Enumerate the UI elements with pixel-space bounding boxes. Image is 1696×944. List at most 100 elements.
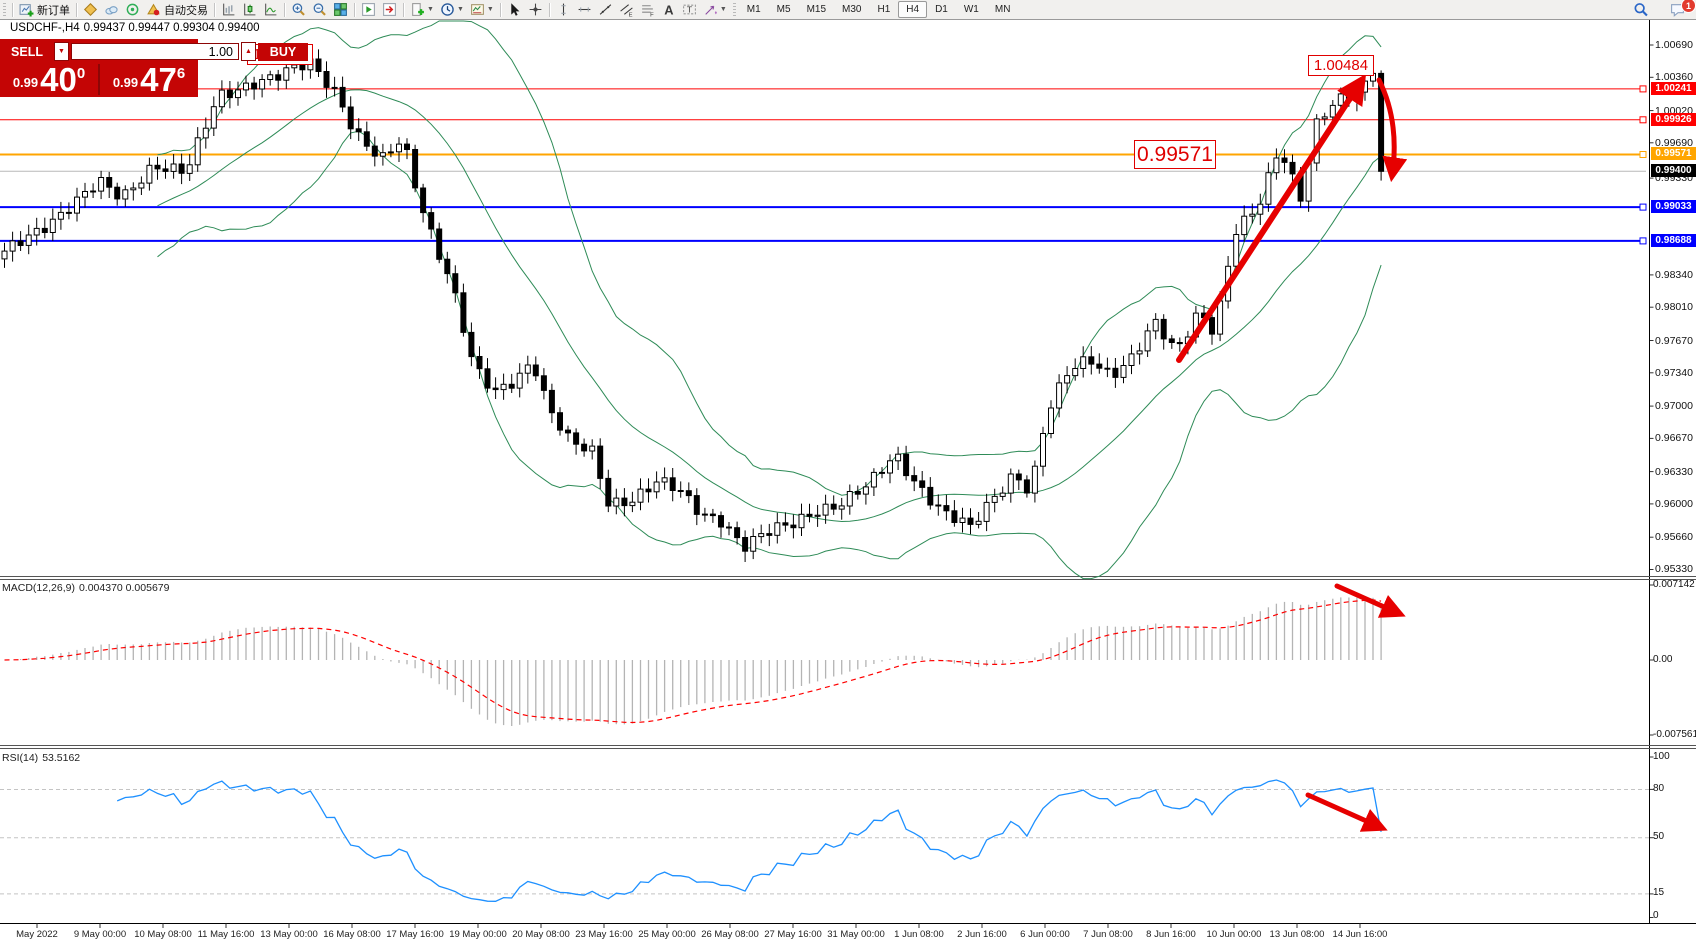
text-button[interactable]: A <box>658 1 679 18</box>
equidistant-channel-button[interactable]: E <box>616 1 637 18</box>
cloud-icon <box>105 6 118 15</box>
vline-icon <box>561 3 566 16</box>
volume-decrease-button[interactable]: ▼ <box>54 42 69 61</box>
template-icon <box>470 4 484 15</box>
dropdown-caret-icon[interactable]: ▼ <box>486 6 494 13</box>
dropdown-caret-icon[interactable]: ▼ <box>719 6 727 13</box>
timeframe-M1-button[interactable]: M1 <box>746 4 761 15</box>
bar-chart-button[interactable] <box>218 1 239 18</box>
fibo-icon: F <box>641 5 654 17</box>
date-axis-tick: 23 May 16:00 <box>575 929 633 940</box>
timeframe-H1-button[interactable]: H1 <box>877 4 891 15</box>
price-axis-tick: 0.95660 <box>1655 531 1693 543</box>
autotrade-icon <box>147 3 160 16</box>
horizontal-level-lines[interactable] <box>0 85 1647 245</box>
candlestick-chart-button[interactable] <box>239 1 260 18</box>
label-icon: T <box>682 4 696 15</box>
price-axis-tick: 0.97340 <box>1655 367 1693 379</box>
toolbar-separator <box>548 2 550 17</box>
zoom-in-icon <box>292 3 305 16</box>
autotrade-button[interactable]: 自动交易 <box>143 1 211 18</box>
macd-axis-min: -0.007561 <box>1653 729 1696 740</box>
crosshair-button[interactable] <box>525 1 546 18</box>
arrows-button[interactable]: ▼ <box>700 1 730 18</box>
date-axis-tick: 2 Jun 16:00 <box>957 929 1007 940</box>
zoom-in-button[interactable] <box>288 1 309 18</box>
timeframe-M5-button[interactable]: M5 <box>776 4 791 15</box>
price-annotation-label[interactable]: 1.00484 <box>1308 55 1374 76</box>
fibonacci-button[interactable]: F <box>637 1 658 18</box>
sell-price[interactable]: 0.99 40 0 <box>12 60 86 98</box>
macd-axis-max: 0.007142 <box>1653 579 1695 590</box>
timeframe-M30-button[interactable]: M30 <box>842 4 862 15</box>
new-order-button[interactable]: 新订单 <box>16 1 73 18</box>
price-axis-tick: 0.96000 <box>1655 498 1693 510</box>
play-icon <box>362 3 375 16</box>
zoom-out-button[interactable] <box>309 1 330 18</box>
chart-symbol-title: USDCHF-,H4 0.99437 0.99447 0.99304 0.9940… <box>10 22 264 34</box>
sell-button[interactable]: SELL <box>2 42 52 61</box>
price-axis-tick: 0.97000 <box>1655 400 1693 412</box>
date-axis-tick: 9 May 00:00 <box>73 929 127 940</box>
dropdown-caret-icon[interactable]: ▼ <box>427 6 434 13</box>
volume-input[interactable] <box>71 43 239 60</box>
price-level-badge: 0.99571 <box>1651 147 1696 160</box>
bars-icon <box>223 3 235 16</box>
curve-icon <box>265 3 277 16</box>
profile-icon[interactable] <box>80 1 101 18</box>
toolbar-separator <box>354 2 355 17</box>
new-chart-button[interactable] <box>358 1 379 18</box>
candles-layer <box>1 49 1385 562</box>
rsi-indicator-label: RSI(14) 53.5162 <box>2 752 81 764</box>
timeframe-H4-button[interactable]: H4 <box>898 1 928 18</box>
price-level-badge: 0.99926 <box>1651 113 1696 126</box>
templates-button[interactable]: ▼ <box>467 1 497 18</box>
svg-text:A: A <box>664 2 673 17</box>
buy-button[interactable]: BUY <box>258 42 308 61</box>
notifications-button[interactable]: 1 <box>1667 0 1696 18</box>
price-annotation-label[interactable]: 0.99571 <box>1134 140 1216 169</box>
macd-signal-line <box>4 599 1382 724</box>
macd-histogram <box>19 597 1382 726</box>
rsi-axis-max: 100 <box>1653 751 1670 762</box>
date-axis-tick: 25 May 00:00 <box>638 929 696 940</box>
toolbar-grip[interactable] <box>3 3 6 16</box>
price-level-badge: 1.00241 <box>1651 82 1696 95</box>
periods-button[interactable]: ▼ <box>437 1 467 18</box>
tile-windows-button[interactable] <box>330 1 351 18</box>
auto-scroll-button[interactable] <box>379 1 400 18</box>
trendline-button[interactable] <box>595 1 616 18</box>
vertical-line-button[interactable] <box>553 1 574 18</box>
timeframe-W1-button[interactable]: W1 <box>963 4 979 15</box>
price-axis-tick: 0.95330 <box>1655 563 1693 575</box>
text-label-button[interactable]: T <box>679 1 700 18</box>
price-divider <box>98 64 100 95</box>
price-axis-tick: 0.97670 <box>1655 335 1693 347</box>
date-axis-tick: 26 May 08:00 <box>701 929 759 940</box>
indicators-button[interactable]: ▼ <box>407 1 437 18</box>
cursor-button[interactable] <box>504 1 525 18</box>
annotation-arrows[interactable] <box>1176 73 1408 832</box>
volume-increase-button[interactable]: ▲ <box>241 42 256 61</box>
price-axis-tick: 0.98010 <box>1655 301 1693 313</box>
search-icon <box>1634 3 1648 17</box>
toolbar-grip[interactable] <box>732 3 736 16</box>
timeframe-D1-button[interactable]: D1 <box>935 4 948 15</box>
rsi-axis-level: 80 <box>1653 783 1665 794</box>
market-watch-icon[interactable] <box>101 1 122 18</box>
horizontal-line-button[interactable] <box>574 1 595 18</box>
text-icon: A <box>664 2 673 17</box>
search-button[interactable] <box>1630 1 1651 18</box>
cursor-icon <box>511 3 520 16</box>
timeframe-MN-button[interactable]: MN <box>994 4 1011 15</box>
timeframe-M15-button[interactable]: M15 <box>806 4 827 15</box>
rsi-line <box>116 779 1382 902</box>
toolbar-right-icons: 1 <box>1630 0 1696 18</box>
date-axis-tick: 11 May 16:00 <box>197 929 255 940</box>
dropdown-caret-icon[interactable]: ▼ <box>456 6 464 13</box>
line-chart-button[interactable] <box>260 1 281 18</box>
buy-price[interactable]: 0.99 47 6 <box>112 60 186 98</box>
signals-icon[interactable] <box>122 1 143 18</box>
